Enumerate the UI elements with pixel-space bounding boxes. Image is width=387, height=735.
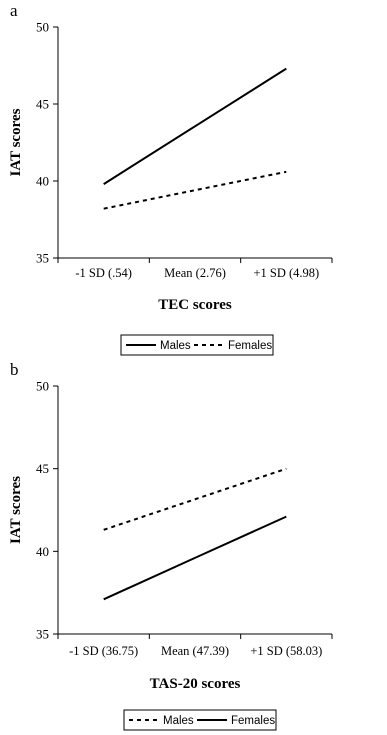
legend: Males Females [120,334,274,356]
x-tick-label: +1 SD (58.03) [250,644,322,658]
y-axis-title: IAT scores [8,476,24,544]
legend-label-males: Males [160,340,191,352]
series-line-females [103,515,287,601]
series-line-males [103,467,287,531]
x-tick-label: -1 SD (.54) [75,266,132,280]
y-tick-label: 35 [36,627,49,642]
y-tick-label: 50 [36,20,49,35]
y-tick-label: 45 [36,461,49,476]
y-tick-label: 40 [36,544,49,559]
legend-label-males: Males [163,715,194,727]
series-line-males [103,67,287,185]
y-tick-label: 50 [36,379,49,394]
x-tick-label: -1 SD (36.75) [69,644,138,658]
panel-label: a [10,1,18,20]
x-tick-label: Mean (47.39) [161,644,229,658]
series-line-females [103,170,287,210]
chart-panel-b: b 35 40 45 50 -1 SD (36.75) Mean (47.39) +1 SD … [8,360,333,731]
x-axis-title: TEC scores [158,297,232,313]
legend-label-females: Females [228,340,272,352]
x-tick-label: +1 SD (4.98) [253,266,319,280]
y-tick-label: 45 [36,97,49,112]
y-tick-label: 35 [36,251,49,266]
legend-label-females: Females [231,715,275,727]
y-tick-label: 40 [36,174,49,189]
panel-label: b [10,360,19,379]
chart-panel-a: a 35 40 45 50 -1 SD (.54) Mean (2.76) +1 SD (4.… [8,1,333,356]
x-axis-title: TAS-20 scores [150,676,241,692]
x-tick-label: Mean (2.76) [164,266,226,280]
legend: Males Females [123,709,277,731]
y-axis-title: IAT scores [8,108,24,176]
